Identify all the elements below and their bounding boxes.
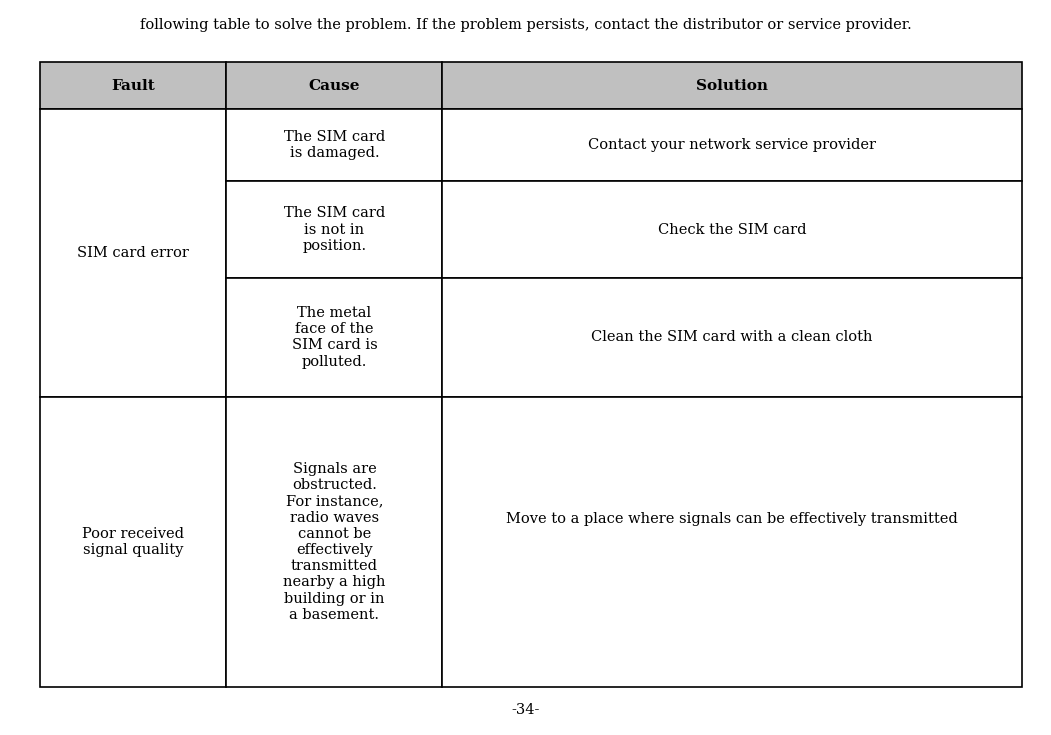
Text: Fault: Fault: [111, 79, 156, 93]
Text: Signals are
obstructed.
For instance,
radio waves
cannot be
effectively
transmit: Signals are obstructed. For instance, ra…: [283, 462, 386, 622]
Bar: [40, 110, 226, 397]
Bar: [442, 278, 1022, 397]
Bar: [40, 62, 226, 110]
Bar: [226, 62, 442, 110]
Bar: [40, 397, 226, 687]
Text: Check the SIM card: Check the SIM card: [658, 223, 806, 237]
Text: The SIM card
is damaged.: The SIM card is damaged.: [284, 130, 385, 160]
Text: Poor received
signal quality: Poor received signal quality: [82, 527, 184, 557]
Text: Solution: Solution: [696, 79, 768, 93]
Bar: [226, 110, 442, 182]
Bar: [226, 397, 442, 687]
Text: following table to solve the problem. If the problem persists, contact the distr: following table to solve the problem. If…: [140, 18, 911, 32]
Text: SIM card error: SIM card error: [78, 246, 189, 260]
Text: Contact your network service provider: Contact your network service provider: [588, 138, 875, 152]
Bar: [442, 110, 1022, 182]
Bar: [226, 278, 442, 397]
Text: The metal
face of the
SIM card is
polluted.: The metal face of the SIM card is pollut…: [291, 306, 377, 369]
Text: The SIM card
is not in
position.: The SIM card is not in position.: [284, 207, 385, 253]
Bar: [442, 181, 1022, 278]
Text: Clean the SIM card with a clean cloth: Clean the SIM card with a clean cloth: [592, 330, 872, 345]
Text: Move to a place where signals can be effectively transmitted: Move to a place where signals can be eff…: [507, 512, 957, 526]
Text: -34-: -34-: [512, 703, 539, 717]
Bar: [226, 181, 442, 278]
Bar: [442, 397, 1022, 687]
Bar: [442, 62, 1022, 110]
Text: Cause: Cause: [309, 79, 360, 93]
